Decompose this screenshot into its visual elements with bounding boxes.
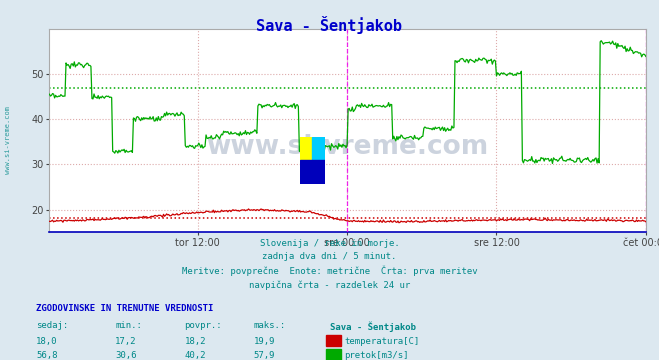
Bar [300,160,312,184]
Text: 17,2: 17,2 [115,337,137,346]
Text: 18,0: 18,0 [36,337,58,346]
Text: 40,2: 40,2 [185,351,206,360]
Text: 56,8: 56,8 [36,351,58,360]
Text: 18,2: 18,2 [185,337,206,346]
Text: 19,9: 19,9 [254,337,275,346]
Text: povpr.:: povpr.: [185,321,222,330]
Text: 57,9: 57,9 [254,351,275,360]
Bar [312,160,325,184]
Text: pretok[m3/s]: pretok[m3/s] [344,351,409,360]
Text: Sava - Šentjakob: Sava - Šentjakob [330,321,416,332]
Text: Slovenija / reke in morje.
zadnja dva dni / 5 minut.
Meritve: povprečne  Enote: : Slovenija / reke in morje. zadnja dva dn… [182,239,477,290]
Text: www.si-vreme.com: www.si-vreme.com [5,107,11,174]
Text: maks.:: maks.: [254,321,286,330]
Text: ZGODOVINSKE IN TRENUTNE VREDNOSTI: ZGODOVINSKE IN TRENUTNE VREDNOSTI [36,304,214,313]
Text: sedaj:: sedaj: [36,321,69,330]
Bar [312,137,325,160]
Text: 30,6: 30,6 [115,351,137,360]
Bar [300,137,312,160]
Text: min.:: min.: [115,321,142,330]
Text: temperatura[C]: temperatura[C] [344,337,419,346]
Text: Sava - Šentjakob: Sava - Šentjakob [256,16,403,34]
Text: www.si-vreme.com: www.si-vreme.com [206,134,489,160]
